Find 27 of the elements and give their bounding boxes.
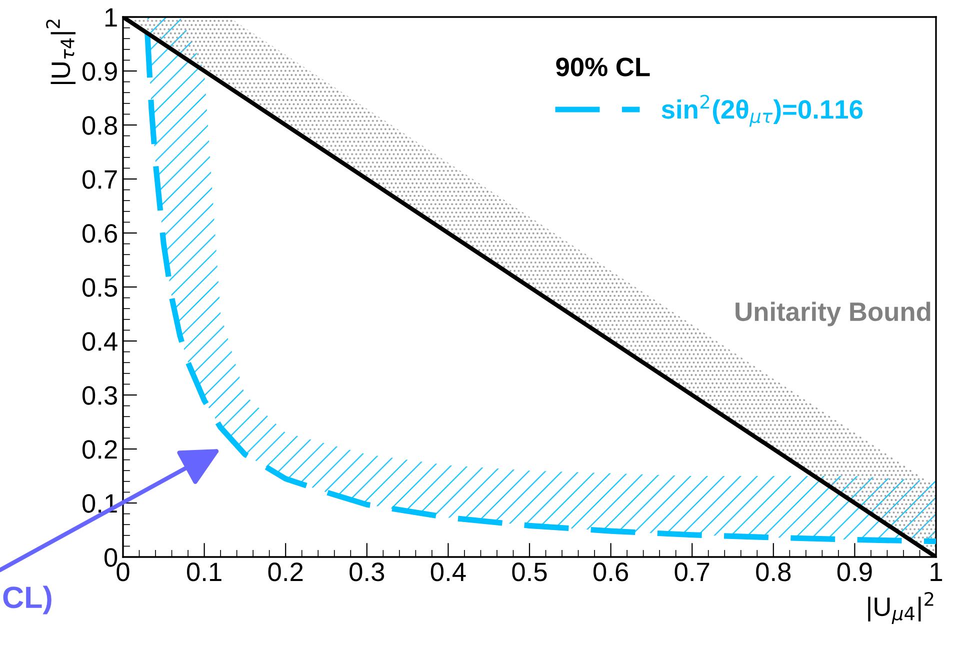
x-tick-label: 0.2 [268,562,303,582]
legend-label: sin$^{2}$(2θ$_{μτ}$)=0.116 [662,94,863,127]
y-tick-label: 0 [104,548,118,567]
y-tick-label: 0.8 [82,116,117,135]
legend-title: 90% CL [556,58,650,76]
y-tick-label: 1 [105,8,117,27]
text: CL) [3,586,52,614]
y-tick-label: 0.3 [82,386,117,405]
x-tick-label: 0.9 [837,562,872,582]
y-tick-label: 0.2 [82,440,117,459]
x-tick-label: 0.6 [593,562,628,582]
x-tick-label: 0.5 [512,562,547,582]
x-tick-label: 1 [930,562,942,581]
y-tick-label: 0.5 [82,278,118,297]
x-tick-label: 0 [116,562,130,582]
y-tick-label: 0.7 [82,170,117,189]
y-axis-title: |U$_{τ4}$|$^{2}$ [46,20,76,84]
x-tick-label: 0.1 [186,562,222,582]
y-tick-label: 0.6 [82,224,117,243]
y-tick-label: 0.4 [82,332,118,351]
x-tick-label: 0.4 [430,562,466,582]
x-axis-title: |U$_{μ4}$|$^{2}$ [868,592,934,624]
y-tick-label: 0.9 [82,62,117,81]
x-tick-label: 0.8 [756,562,791,582]
x-tick-label: 0.7 [674,562,710,582]
annotation: Unitarity Bound [736,302,930,326]
x-tick-label: 0.3 [350,562,384,582]
